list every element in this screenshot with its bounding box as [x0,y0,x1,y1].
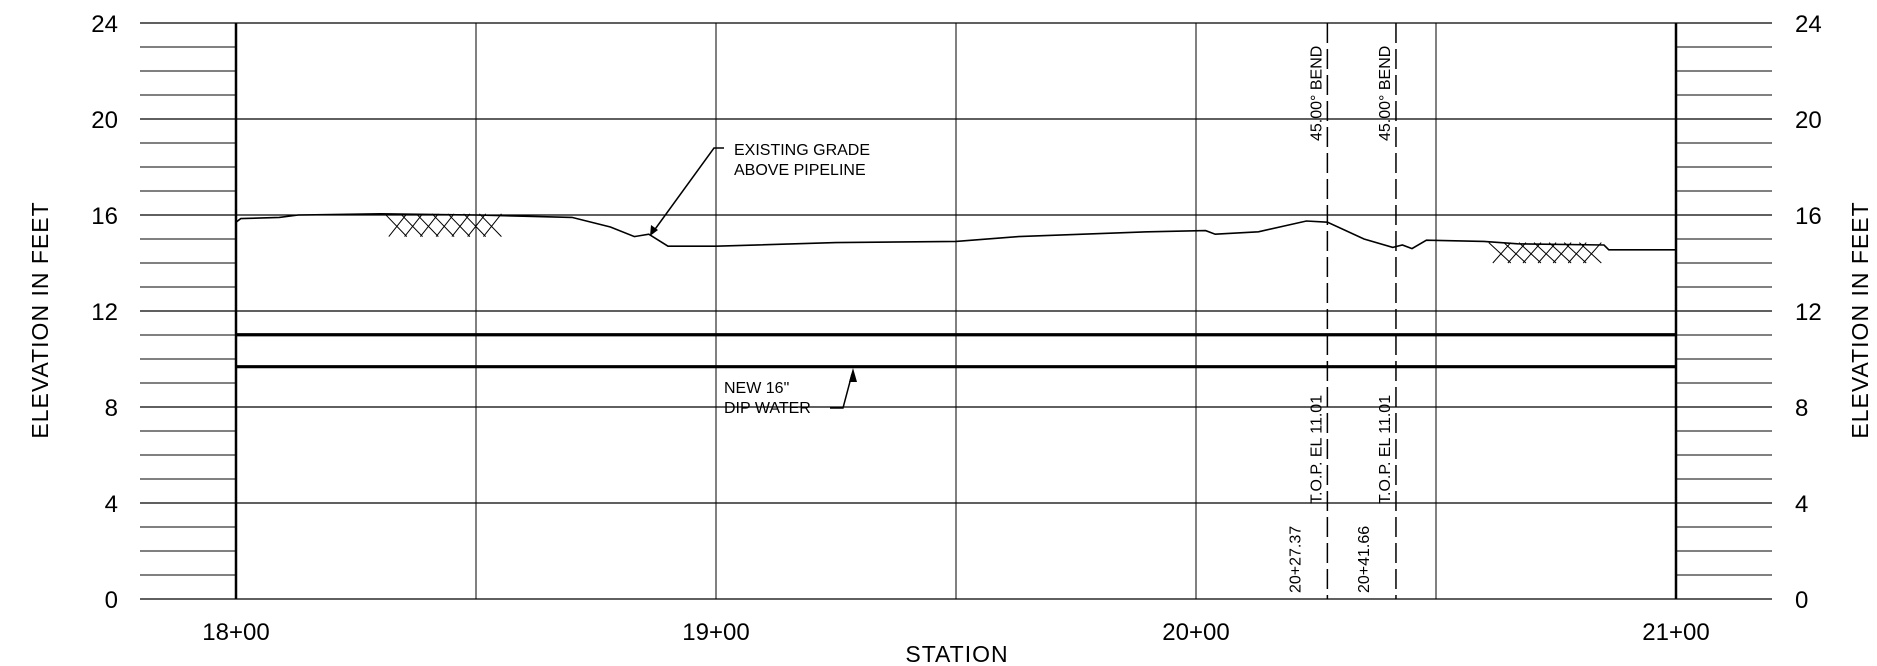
pipe-callout-leader [830,374,852,408]
pipe-callout-line1: NEW 16" [724,380,789,397]
bend-label: 45.00° BEND [1308,46,1325,141]
grid [140,23,1772,599]
y-tick-label-left: 20 [91,107,118,134]
y-tick-label-right: 16 [1795,203,1822,230]
x-tick-label: 21+00 [1642,619,1709,646]
bend-elevation-label: T.O.P. EL 11.01 [1377,395,1394,504]
x-axis-label: STATION [905,641,1008,666]
y-tick-label-left: 0 [105,587,118,614]
bend-station-label: 20+41.66 [1356,526,1373,593]
y-tick-label-right: 8 [1795,395,1808,422]
bend-label: 45.00° BEND [1377,46,1394,141]
y-tick-label-left: 24 [91,11,118,38]
grade-callout-line2: ABOVE PIPELINE [734,162,866,179]
hatch-symbol [1489,243,1602,263]
hatch-symbol [385,214,502,237]
grade-callout-leader [653,148,724,232]
x-tick-label: 18+00 [202,619,269,646]
y-tick-label-right: 4 [1795,491,1808,518]
y-tick-label-left: 12 [91,299,118,326]
pipe-callout-line2: DIP WATER [724,400,811,417]
bend-station-label: 20+27.37 [1287,526,1304,593]
y-axis-label-left: ELEVATION IN FEET [27,201,53,438]
y-tick-label-left: 8 [105,395,118,422]
x-tick-label: 19+00 [682,619,749,646]
y-tick-label-right: 24 [1795,11,1822,38]
x-tick-label: 20+00 [1162,619,1229,646]
y-axis-label-right: ELEVATION IN FEET [1847,201,1873,438]
y-tick-label-left: 16 [91,203,118,230]
y-tick-label-right: 12 [1795,299,1822,326]
y-tick-label-right: 0 [1795,587,1808,614]
y-tick-label-left: 4 [105,491,118,518]
grade-callout-line1: EXISTING GRADE [734,142,870,159]
bend-elevation-label: T.O.P. EL 11.01 [1308,395,1325,504]
y-tick-label-right: 20 [1795,107,1822,134]
pipe-callout-arrowhead [849,368,857,382]
